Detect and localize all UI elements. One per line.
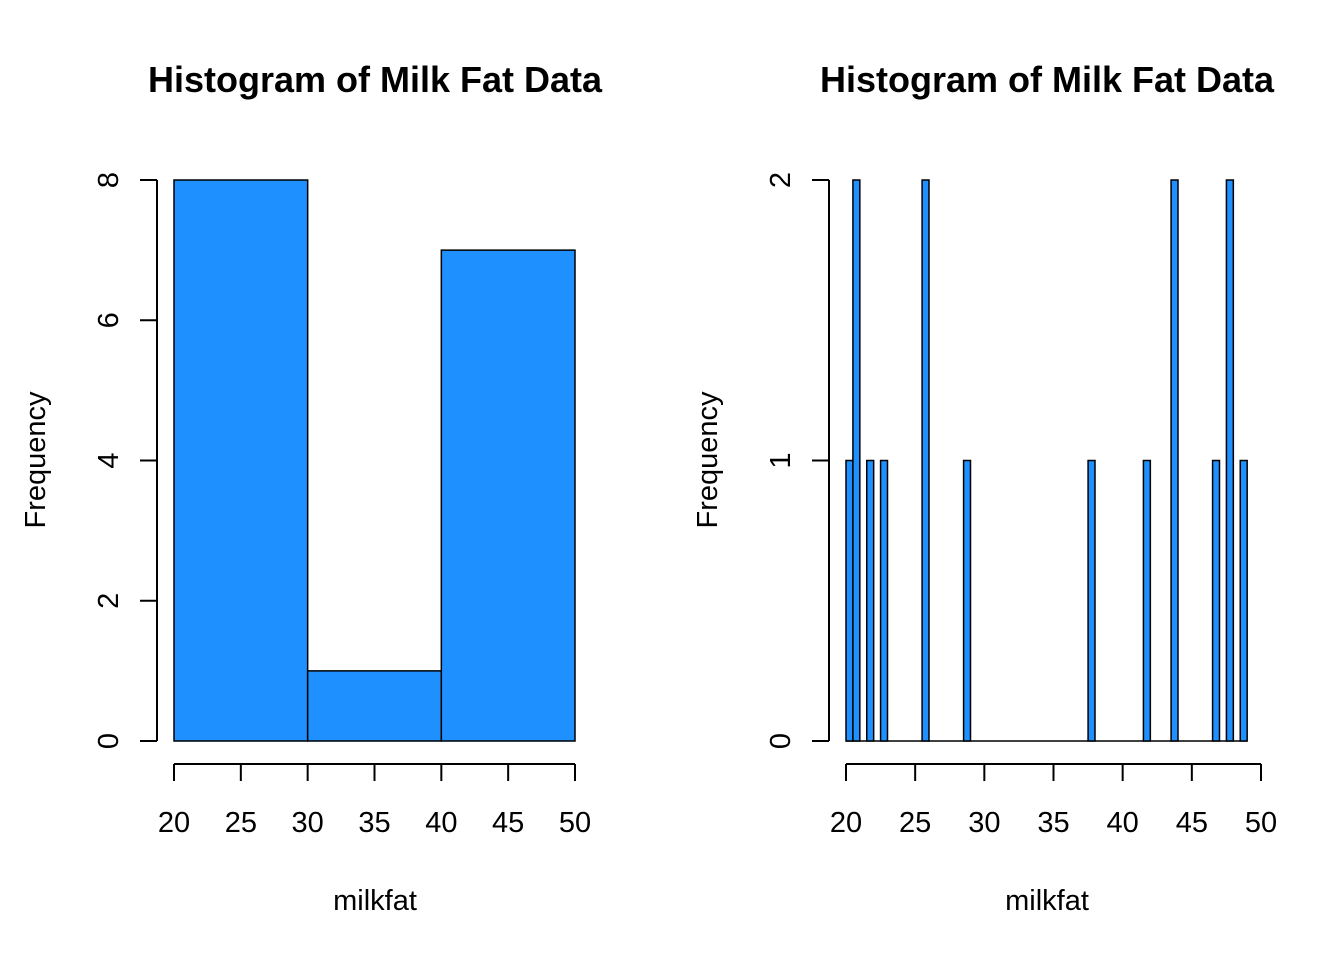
x-tick-label: 50	[1245, 807, 1277, 839]
histogram-bar	[1087, 459, 1096, 742]
x-tick-label: 25	[225, 807, 257, 839]
histogram-bar	[173, 179, 309, 742]
y-axis-label: Frequency	[20, 391, 52, 529]
histogram-bar	[1239, 459, 1248, 742]
chart-title: Histogram of Milk Fat Data	[820, 59, 1275, 100]
histogram-bar	[866, 459, 875, 742]
histogram-panel-right: Histogram of Milk Fat Data 0 1 2 20 25 30 35 40 4…	[692, 59, 1277, 917]
x-tick-label: 20	[830, 807, 862, 839]
histogram-bar	[921, 179, 930, 742]
x-tick-label: 40	[1107, 807, 1139, 839]
histogram-bar	[845, 459, 854, 742]
histogram-bar	[306, 670, 443, 742]
y-tick-label: 0	[765, 733, 797, 749]
histogram-bar	[962, 459, 972, 742]
x-axis-label: milkfat	[333, 885, 417, 917]
x-tick-label: 30	[968, 807, 1000, 839]
x-tick-label: 40	[425, 807, 457, 839]
x-tick-label: 45	[492, 807, 524, 839]
y-tick-label: 2	[93, 593, 125, 609]
x-tick-label: 25	[899, 807, 931, 839]
y-tick-label: 1	[765, 452, 797, 468]
histogram-bar	[1170, 179, 1179, 742]
histogram-bar	[440, 249, 576, 742]
y-tick-label: 8	[93, 172, 125, 188]
x-axis-label: milkfat	[1005, 885, 1089, 917]
x-tick-label: 30	[292, 807, 324, 839]
y-tick-label: 6	[93, 312, 125, 328]
histogram-panel-left: Histogram of Milk Fat Data 0 2 4 6 8 20 25 30 35 4…	[20, 59, 603, 917]
histogram-bar	[1211, 459, 1221, 742]
histogram-bar	[879, 459, 889, 742]
chart-title: Histogram of Milk Fat Data	[148, 59, 603, 100]
x-tick-label: 50	[559, 807, 591, 839]
histogram-bar	[852, 179, 861, 742]
x-tick-label: 35	[358, 807, 390, 839]
y-tick-label: 0	[93, 733, 125, 749]
histogram-bar	[1142, 459, 1152, 742]
y-tick-label: 2	[765, 172, 797, 188]
y-axis-label: Frequency	[692, 391, 724, 529]
x-tick-label: 20	[158, 807, 190, 839]
histogram-bar	[1225, 179, 1235, 742]
x-tick-label: 45	[1176, 807, 1208, 839]
y-tick-label: 4	[93, 452, 125, 468]
x-tick-label: 35	[1037, 807, 1069, 839]
